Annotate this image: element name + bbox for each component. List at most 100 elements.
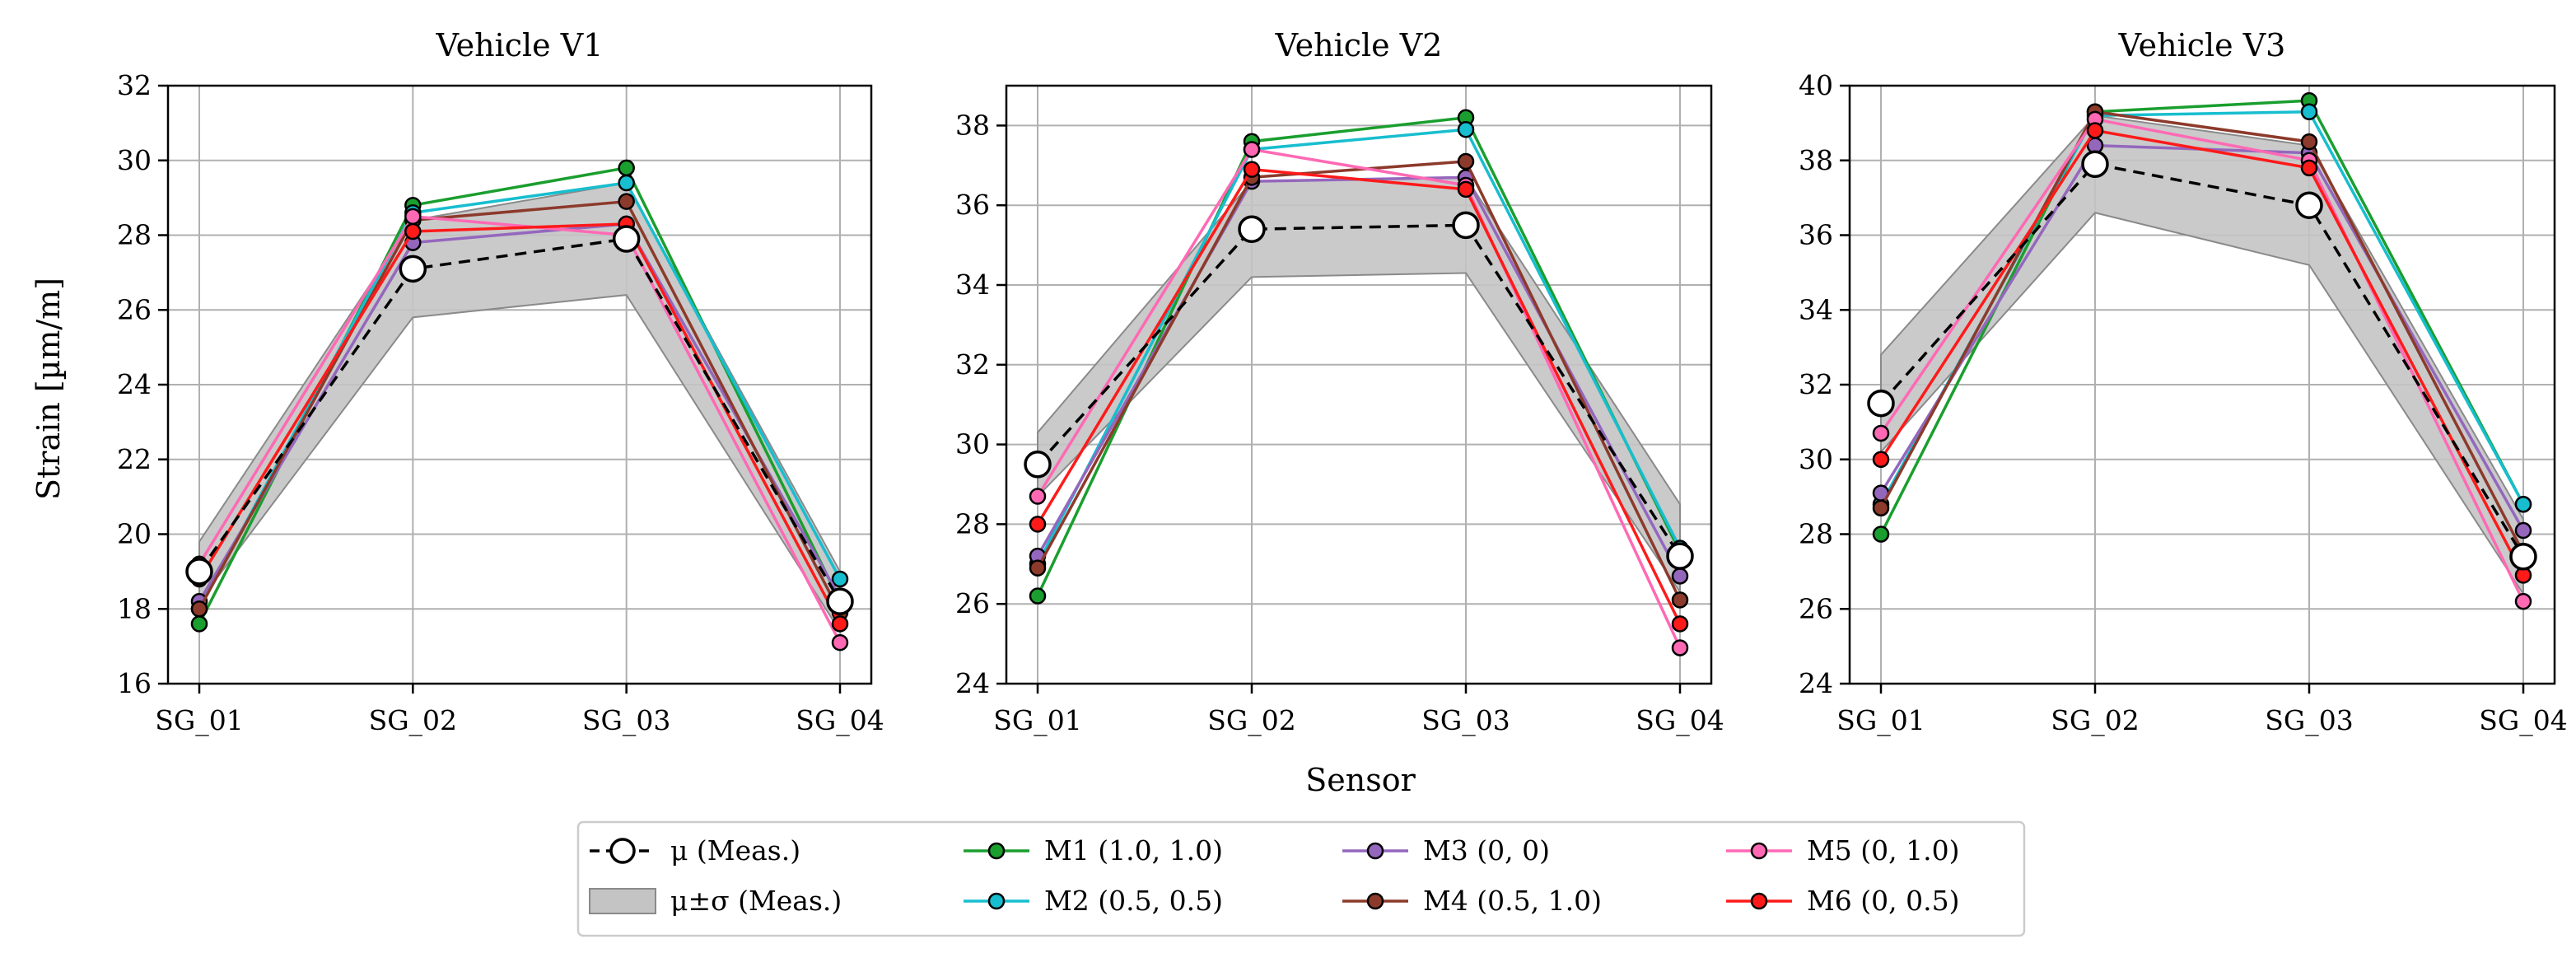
- data-point-m6: [1872, 451, 1890, 468]
- y-tick-label: 28: [1799, 518, 1833, 550]
- y-tick-label: 30: [955, 428, 990, 460]
- y-tick-label: 26: [955, 587, 990, 619]
- y-tick-label: 26: [117, 293, 152, 325]
- y-tick-label: 24: [955, 667, 990, 699]
- axes-frame: [1005, 84, 1713, 685]
- data-point-m4: [1872, 499, 1890, 516]
- series-line-m2: [198, 181, 842, 610]
- y-tick-label: 16: [117, 667, 152, 699]
- x-tick-label: SG_03: [1421, 704, 1510, 737]
- y-tick-label: 32: [955, 348, 990, 381]
- data-point-m4: [2300, 133, 2318, 151]
- data-point-m5: [1872, 424, 1890, 442]
- legend-label: M6 (0, 0.5): [1807, 885, 1959, 917]
- series-line-m4: [198, 199, 842, 614]
- panel-title: Vehicle V2: [1275, 27, 1443, 63]
- data-point-m2: [2514, 495, 2532, 513]
- data-point-mu: [185, 558, 213, 586]
- series-line-m2: [1036, 128, 1682, 565]
- legend-box: [576, 820, 2026, 937]
- data-point-m1: [618, 159, 635, 177]
- data-point-mu: [1238, 215, 1266, 243]
- x-tick-label: SG_03: [582, 704, 670, 737]
- data-point-mu: [1452, 211, 1480, 240]
- data-point-mu: [2509, 542, 2537, 571]
- data-point-mu: [2081, 150, 2109, 179]
- data-point-m6: [831, 615, 849, 633]
- y-tick-label: 20: [117, 518, 152, 550]
- data-point-m2: [618, 174, 635, 192]
- chart-panels: 16 18 20 22 24 26 28 30 32 SG_01 SG_02 SG_03 SG_04 Ve…: [117, 27, 2568, 737]
- data-point-m5: [404, 208, 422, 226]
- y-tick-label: 34: [955, 269, 990, 301]
- legend-label: M2 (0.5, 0.5): [1044, 885, 1223, 917]
- panel-1: 16 18 20 22 24 26 28 30 32 SG_01 SG_02 SG_03 SG_04 Ve…: [117, 27, 884, 737]
- legend-entry-m2: M2 (0.5, 0.5): [964, 885, 1223, 917]
- data-point-mu: [399, 255, 427, 283]
- y-tick-label: 38: [955, 109, 990, 141]
- data-point-m1: [190, 615, 208, 633]
- legend-swatch-band: [589, 888, 656, 914]
- y-tick-label: 40: [1799, 69, 1833, 101]
- y-axis-label: Strain [µm/m]: [30, 278, 67, 500]
- y-tick-label: 22: [117, 443, 152, 475]
- data-point-m5: [1243, 141, 1261, 158]
- legend-swatch-marker: [609, 838, 636, 864]
- series-line-m1: [1879, 99, 2525, 535]
- data-point-m1: [1029, 587, 1047, 605]
- y-tick-label: 30: [117, 144, 152, 176]
- x-tick-label: SG_04: [796, 704, 884, 737]
- series-line-mu: [1879, 162, 2525, 558]
- y-tick-label: 34: [1799, 293, 1833, 325]
- data-point-mu: [826, 587, 854, 615]
- series-line-m5: [198, 214, 842, 643]
- data-point-m6: [2300, 159, 2318, 177]
- y-tick-label: 36: [1799, 219, 1833, 251]
- y-tick-label: 30: [1799, 443, 1833, 475]
- y-tick-label: 32: [1799, 368, 1833, 400]
- data-point-mu: [2295, 191, 2323, 219]
- series-line-m4: [1036, 160, 1682, 601]
- data-point-m4: [190, 600, 208, 618]
- data-point-m5: [2514, 592, 2532, 610]
- series-line-m6: [1879, 128, 2525, 577]
- panel-3: 24 26 28 30 32 34 36 38 40 SG_01 SG_02 SG_03 SG_04 Ve…: [1799, 27, 2568, 737]
- data-point-m6: [2086, 122, 2104, 139]
- legend-swatch-marker: [1366, 842, 1384, 860]
- data-point-m5: [1029, 488, 1047, 505]
- legend-entry-m5: M5 (0, 1.0): [1726, 834, 1959, 867]
- y-tick-label: 28: [117, 219, 152, 251]
- data-point-m5: [1671, 639, 1689, 656]
- x-tick-label: SG_04: [1636, 704, 1724, 737]
- data-point-mu: [1666, 542, 1694, 570]
- legend-entry-mu: μ (Meas.): [590, 834, 800, 867]
- y-tick-label: 18: [117, 592, 152, 624]
- data-point-m1: [1872, 526, 1890, 543]
- data-point-mu: [1867, 389, 1895, 418]
- x-tick-label: SG_03: [2265, 704, 2353, 737]
- legend-entry-m1: M1 (1.0, 1.0): [964, 834, 1223, 867]
- data-point-m4: [1671, 591, 1689, 609]
- series-line-mu: [1036, 223, 1682, 558]
- data-point-m4: [618, 193, 635, 210]
- series-line-mu: [198, 237, 842, 603]
- data-point-m6: [1029, 516, 1047, 533]
- legend-label: μ (Meas.): [670, 834, 800, 867]
- x-tick-label: SG_02: [2051, 704, 2139, 737]
- x-tick-label: SG_01: [1836, 704, 1925, 737]
- x-tick-label: SG_02: [1207, 704, 1295, 737]
- data-point-m6: [1671, 615, 1689, 633]
- legend-swatch-marker: [1366, 892, 1384, 910]
- data-point-m2: [2300, 103, 2318, 121]
- y-tick-label: 24: [1799, 667, 1833, 699]
- legend-label: M3 (0, 0): [1423, 834, 1550, 867]
- legend-swatch-marker: [987, 842, 1006, 860]
- x-tick-label: SG_04: [2479, 704, 2567, 737]
- x-tick-label: SG_01: [993, 704, 1081, 737]
- data-point-m2: [1457, 120, 1475, 138]
- data-point-m4: [1029, 559, 1047, 577]
- x-axis-label: Sensor: [1305, 762, 1416, 798]
- data-point-m3: [2514, 521, 2532, 540]
- y-tick-label: 38: [1799, 144, 1833, 176]
